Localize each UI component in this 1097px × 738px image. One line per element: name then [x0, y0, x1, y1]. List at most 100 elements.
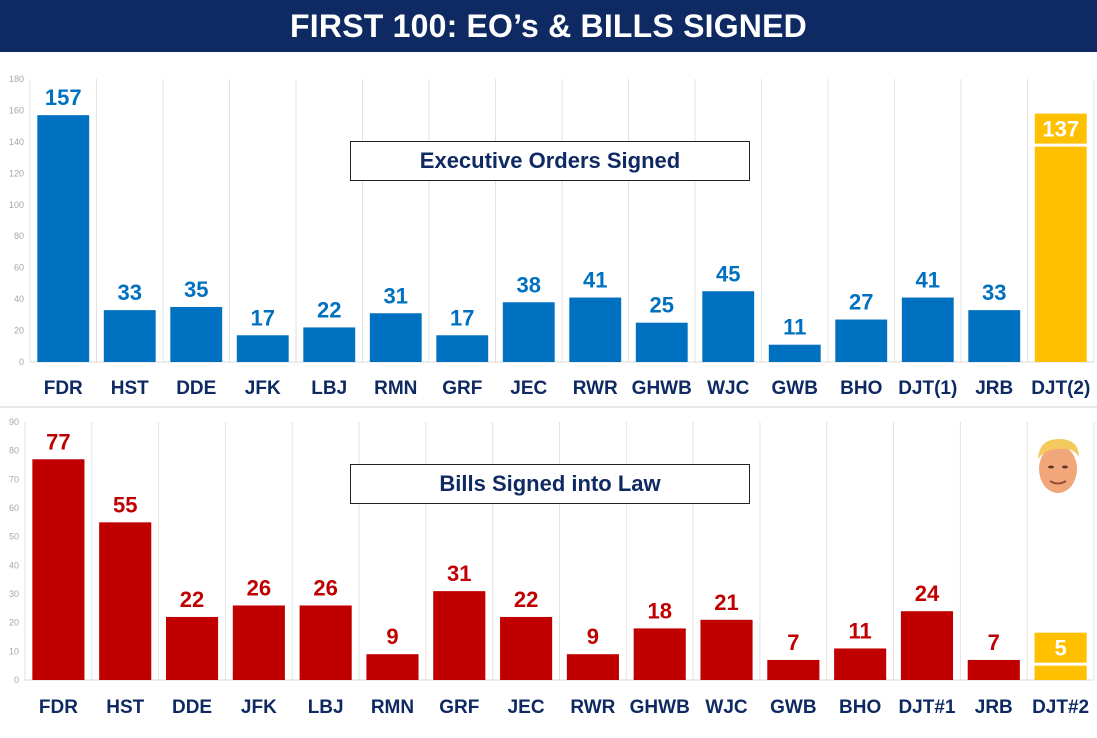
- bar: [369, 313, 422, 362]
- category-label: GHWB: [630, 697, 690, 718]
- value-label: 55: [113, 492, 137, 517]
- bar: [967, 659, 1020, 680]
- y-tick-label: 120: [9, 168, 24, 178]
- y-tick-label: 180: [9, 74, 24, 84]
- y-tick-label: 60: [14, 263, 24, 273]
- bar: [768, 344, 821, 362]
- bar: [968, 310, 1021, 362]
- bar: [236, 335, 289, 362]
- value-label: 11: [849, 618, 872, 643]
- y-tick-label: 50: [9, 532, 19, 542]
- y-tick-label: 80: [14, 231, 24, 241]
- category-label: WJC: [707, 378, 750, 399]
- value-label: 45: [716, 261, 740, 286]
- category-label: RMN: [374, 378, 417, 399]
- bar: [633, 628, 686, 680]
- value-label: 22: [180, 587, 204, 612]
- category-label: RWR: [573, 378, 618, 399]
- eo-chart-title: Executive Orders Signed: [350, 141, 750, 181]
- category-label: JEC: [508, 697, 545, 718]
- value-label: 27: [849, 290, 873, 315]
- bar: [32, 459, 85, 680]
- bar: [1034, 665, 1087, 680]
- bar: [566, 654, 619, 680]
- value-label: 31: [447, 561, 471, 586]
- category-label: LBJ: [308, 697, 344, 718]
- bar: [767, 659, 820, 680]
- category-label: HST: [111, 378, 149, 399]
- page-title: FIRST 100: EO’s & BILLS SIGNED: [290, 7, 807, 44]
- value-label: 157: [45, 85, 82, 110]
- category-label: JEC: [510, 378, 547, 399]
- category-label: GHWB: [632, 378, 692, 399]
- category-label: GWB: [770, 697, 816, 718]
- value-label: 77: [46, 429, 70, 454]
- y-tick-label: 30: [9, 589, 19, 599]
- value-label: 9: [386, 624, 398, 649]
- value-label: 9: [587, 624, 599, 649]
- executive-orders-chart: 0 20 40 60 80 100 120 140 160 180 157 FDR 33 HST 35 DDE…: [9, 74, 1095, 399]
- value-label: 17: [450, 305, 474, 330]
- y-tick-label: 70: [9, 474, 19, 484]
- bills-chart-title: Bills Signed into Law: [350, 464, 750, 504]
- value-label: 11: [783, 315, 806, 340]
- value-label: 26: [247, 575, 271, 600]
- category-label: WJC: [705, 697, 748, 718]
- bar: [502, 302, 555, 362]
- bar: [635, 322, 688, 362]
- header-bar: FIRST 100: EO’s & BILLS SIGNED: [0, 0, 1097, 52]
- value-label: 35: [184, 277, 208, 302]
- y-tick-label: 80: [9, 446, 19, 456]
- y-tick-label: 20: [9, 618, 19, 628]
- category-label: GRF: [439, 697, 479, 718]
- bar: [170, 306, 223, 362]
- bar: [433, 591, 486, 680]
- bar: [700, 619, 753, 680]
- value-label: 18: [647, 598, 671, 623]
- y-tick-label: 0: [19, 357, 24, 367]
- y-tick-label: 90: [9, 417, 19, 427]
- value-label: 41: [583, 268, 607, 293]
- bar: [569, 297, 622, 362]
- bar: [103, 310, 156, 362]
- bar: [702, 291, 755, 362]
- category-label: DJT#1: [898, 697, 955, 718]
- bar: [366, 654, 419, 680]
- y-tick-label: 40: [14, 294, 24, 304]
- value-label: 25: [650, 293, 674, 318]
- category-label: FDR: [39, 697, 78, 718]
- value-label: 22: [317, 297, 341, 322]
- category-label: JFK: [245, 378, 281, 399]
- y-tick-label: 100: [9, 200, 24, 210]
- y-tick-label: 140: [9, 137, 24, 147]
- bar: [900, 611, 954, 680]
- value-label: 33: [118, 280, 142, 305]
- category-label: FDR: [44, 378, 83, 399]
- y-tick-label: 160: [9, 105, 24, 115]
- y-tick-label: 40: [9, 560, 19, 570]
- value-label: 137: [1042, 117, 1079, 142]
- bar: [303, 327, 356, 362]
- y-tick-label: 60: [9, 503, 19, 513]
- value-label-box: [1034, 113, 1087, 144]
- category-label: JFK: [241, 697, 277, 718]
- category-label: DDE: [172, 697, 212, 718]
- value-label: 7: [787, 630, 799, 655]
- value-label: 33: [982, 280, 1006, 305]
- category-label: DDE: [176, 378, 216, 399]
- value-label-box: [1034, 632, 1087, 663]
- category-label: DJT(2): [1031, 378, 1090, 399]
- value-label: 21: [714, 590, 738, 615]
- category-label: BHO: [840, 378, 882, 399]
- bar: [500, 616, 553, 680]
- bar: [1034, 146, 1087, 362]
- y-tick-label: 10: [9, 646, 19, 656]
- bar: [37, 115, 90, 363]
- value-label: 41: [916, 268, 940, 293]
- bar: [835, 319, 888, 362]
- category-label: LBJ: [311, 378, 347, 399]
- value-label: 22: [514, 587, 538, 612]
- category-label: JRB: [975, 697, 1013, 718]
- category-label: RMN: [371, 697, 414, 718]
- value-label: 7: [988, 630, 1000, 655]
